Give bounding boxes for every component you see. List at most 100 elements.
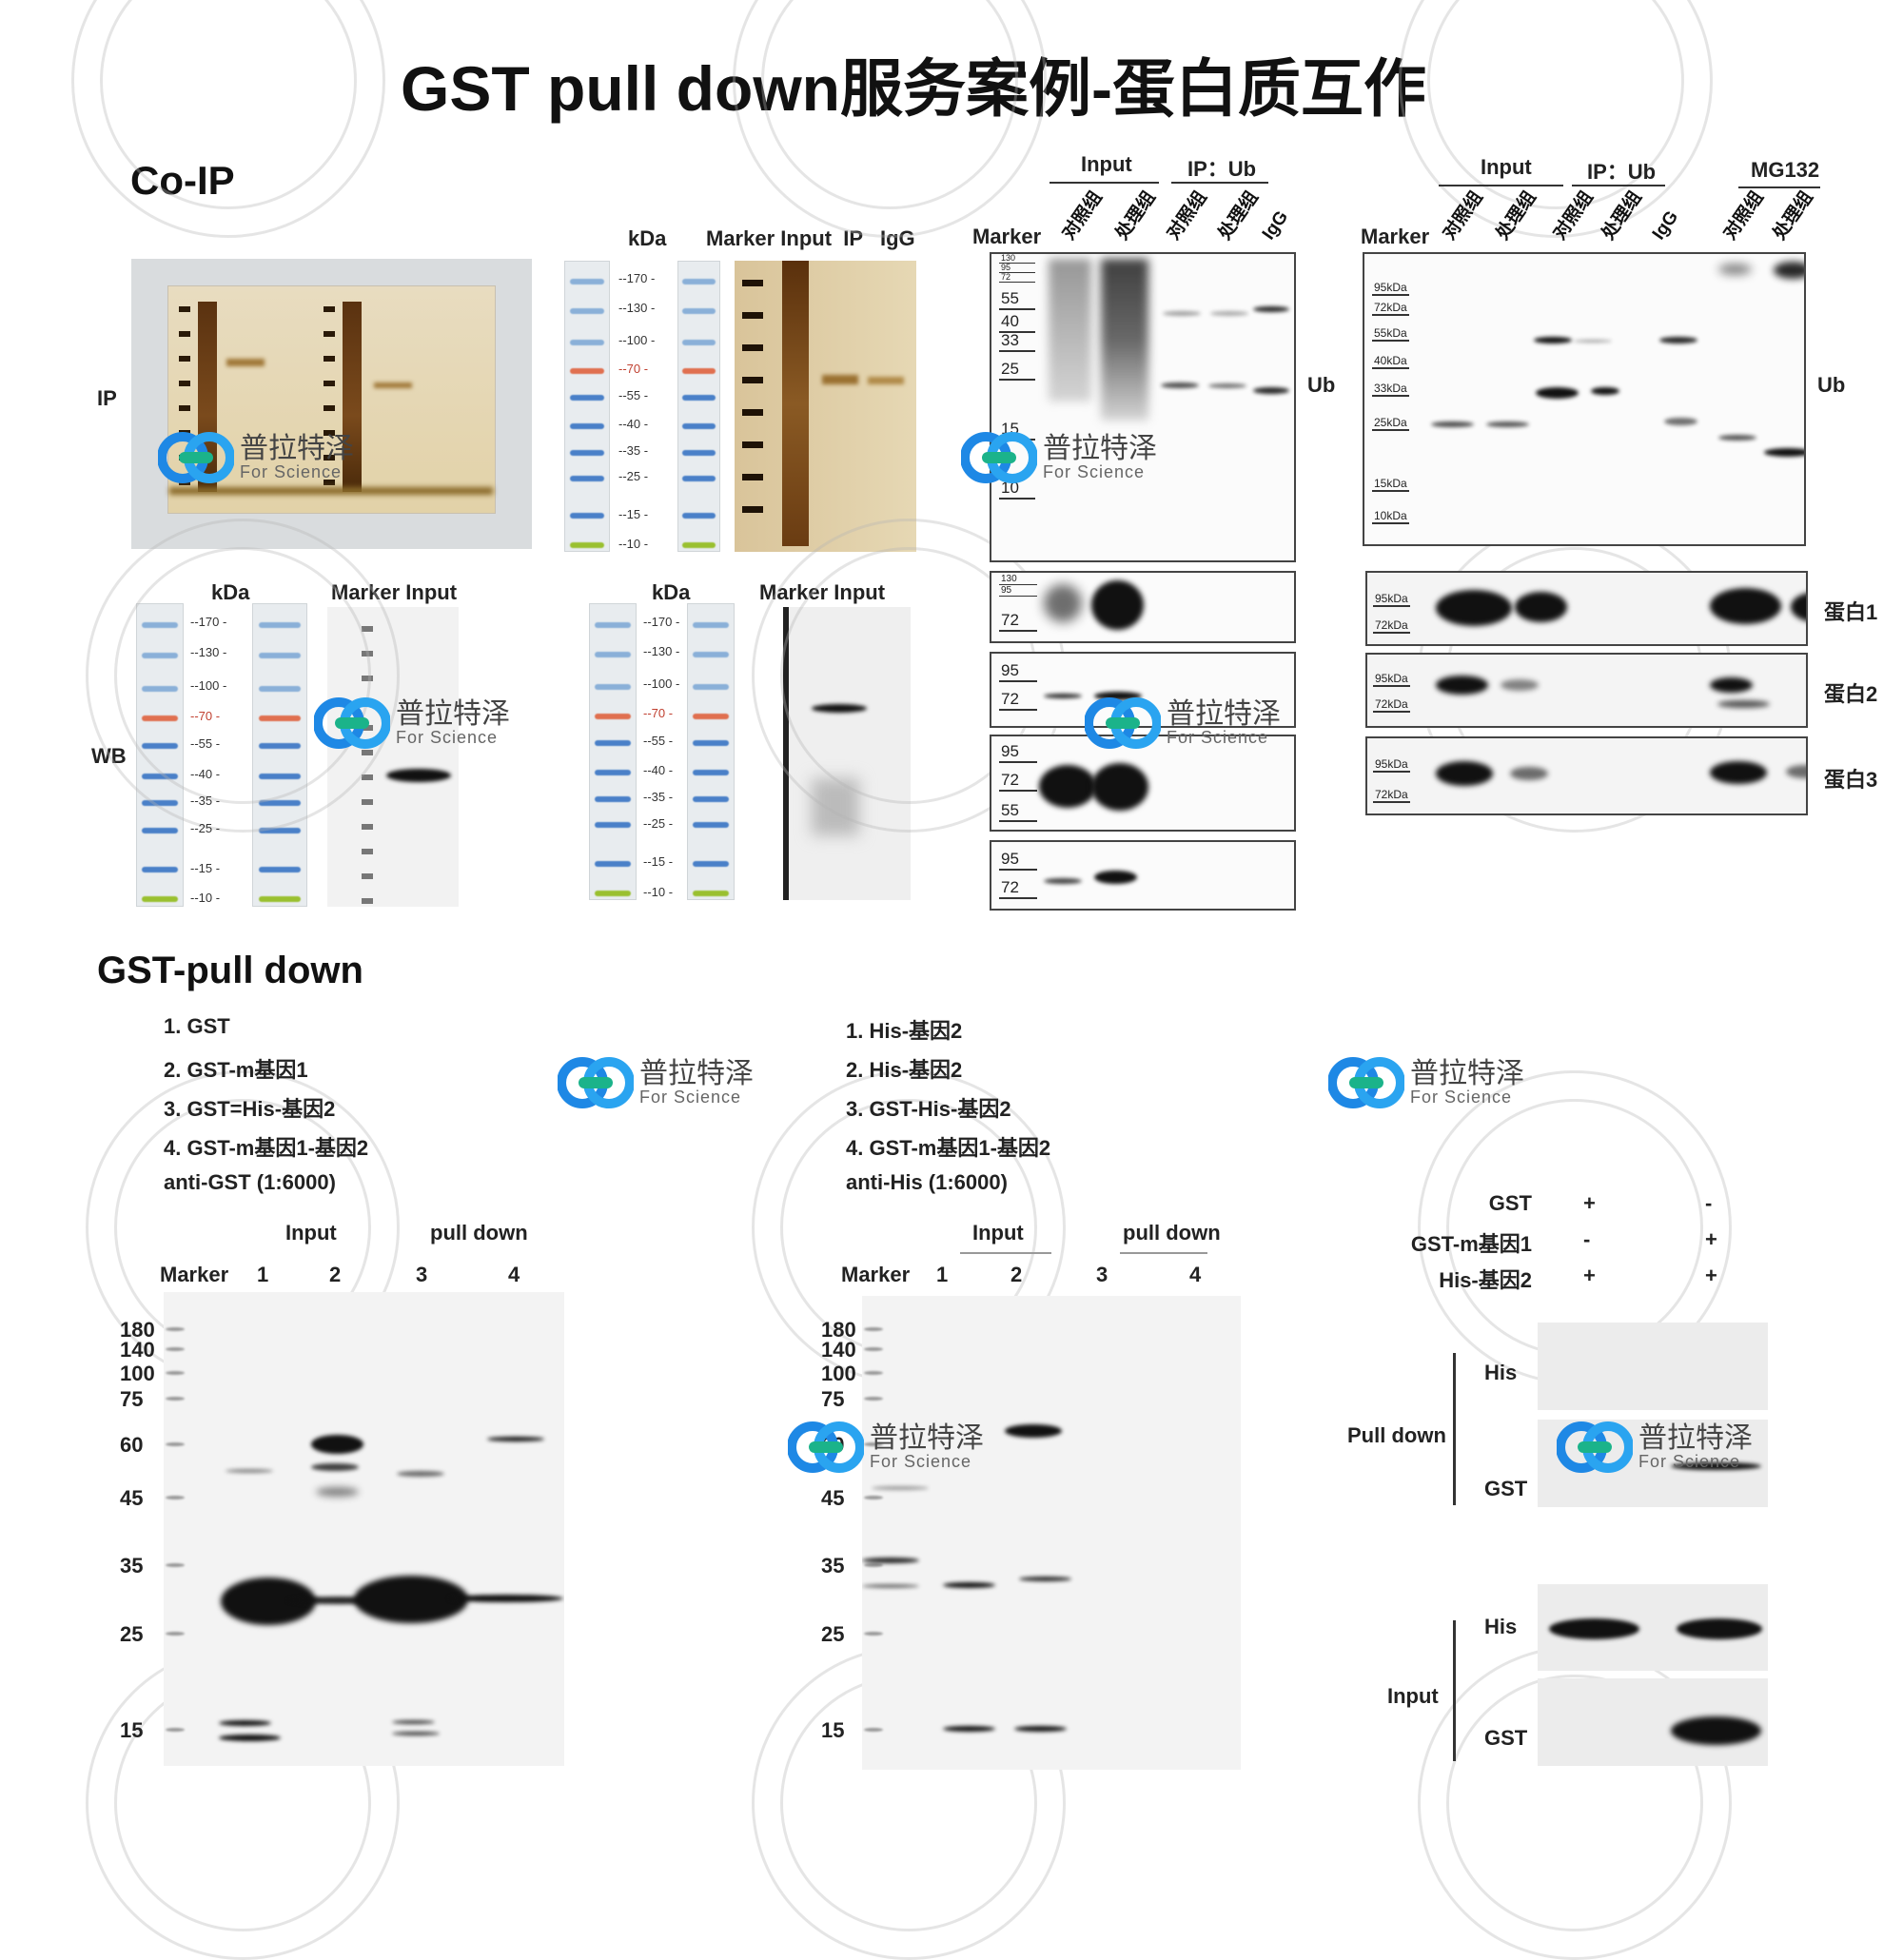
band (392, 1732, 440, 1735)
band (1005, 1424, 1062, 1438)
ladder-band (569, 475, 605, 481)
band (862, 1584, 919, 1588)
group-label-ip-ub: IP：Ub (1187, 157, 1257, 181)
logo-en: For Science (240, 462, 343, 481)
mw-marker: 72 (999, 690, 1037, 711)
mw-marker: 15kDa (1372, 477, 1409, 492)
ub-blot-main: 95kDa 72kDa 55kDa 40kDa 33kDa 25kDa 15kDa 10kDa (1363, 252, 1806, 546)
band (1710, 677, 1753, 693)
mw-marker: 72 (999, 273, 1035, 283)
lane-label: 2 (329, 1263, 342, 1286)
mw-marker: 95 (999, 742, 1037, 763)
ladder-band (141, 652, 179, 658)
group-underline (1120, 1252, 1207, 1254)
ub-blot-main: 130 95 72 55 40 33 25 15 10 (990, 252, 1296, 562)
logo-cn: 普拉特泽 (1043, 433, 1157, 464)
smear (1101, 259, 1148, 421)
lane-label: Marker (160, 1263, 229, 1286)
ladder-band (141, 622, 179, 629)
lane-label: 3 (1096, 1263, 1108, 1286)
bracket-line (1453, 1353, 1456, 1505)
band (354, 1576, 468, 1623)
mw-marker: 95kDa (1372, 281, 1409, 296)
ladder-value: --25 - (618, 469, 649, 484)
protein-label: 蛋白1 (1824, 599, 1878, 624)
legend-item: 4. GST-m基因1-基因2 (164, 1136, 369, 1160)
brand-logo: 普拉特泽 For Science (157, 431, 354, 484)
band (1019, 1577, 1071, 1581)
lane-label: IgG (1648, 207, 1683, 244)
mw-label: 45 (821, 1486, 845, 1510)
condition-value: + (1705, 1264, 1717, 1287)
ladder-value: --55 - (643, 733, 674, 748)
band (943, 1726, 995, 1732)
ladder-value: --170 - (618, 271, 656, 286)
condition-value: + (1583, 1191, 1596, 1215)
group-label-pull-down: pull down (430, 1221, 528, 1245)
ladder-band (594, 739, 632, 746)
logo-text: 普拉特泽 For Science (1167, 698, 1281, 747)
ladder-band (682, 423, 716, 430)
ladder-band (594, 795, 632, 802)
lane-label: 处理组 (1492, 187, 1540, 244)
mw-marker: 95 (999, 661, 1037, 682)
ladder-band (569, 423, 605, 430)
kda-label: kDa (628, 226, 667, 250)
ladder-band (258, 685, 302, 692)
lane-label: 对照组 (1549, 187, 1598, 244)
band (166, 1397, 185, 1401)
ladder-value: --170 - (190, 615, 227, 630)
ladder-band (594, 621, 632, 628)
ladder-band (692, 651, 730, 657)
page-title: GST pull down服务案例-蛋白质互作 (401, 53, 1426, 124)
ladder-band (141, 800, 179, 807)
band (1436, 676, 1488, 695)
band (487, 1437, 544, 1441)
target-label-ub: Ub (1307, 373, 1336, 397)
ub-sub-blot: 95 72 55 (990, 735, 1296, 832)
ladder-value: --70 - (190, 709, 221, 724)
group-label-input: Input (1481, 155, 1532, 179)
ladder-band (258, 652, 302, 658)
mw-marker: 72 (999, 878, 1037, 899)
ladder-value: --15 - (643, 854, 674, 870)
band (1486, 421, 1529, 427)
logo-en: For Science (1638, 1452, 1741, 1471)
lane-label: 处理组 (1769, 187, 1817, 244)
mw-label: 140 (821, 1338, 856, 1362)
band (449, 1595, 563, 1602)
mw-marker: 25 (999, 360, 1035, 381)
ladder-band (594, 890, 632, 896)
western-blot (1538, 1323, 1768, 1410)
condition-value: - (1705, 1191, 1713, 1215)
band (166, 1496, 185, 1499)
ladder-value: --130 - (618, 300, 656, 315)
logo-text: 普拉特泽 For Science (1410, 1060, 1524, 1107)
band (1717, 700, 1770, 708)
ladder-band (692, 683, 730, 690)
mw-marker: 72 (999, 611, 1037, 632)
bracket-line (1453, 1620, 1456, 1761)
band (1091, 763, 1148, 811)
ladder-value: --10 - (643, 884, 674, 899)
band (1094, 871, 1137, 884)
western-blot (862, 1296, 1241, 1770)
mw-label: 75 (120, 1387, 144, 1411)
band (1163, 311, 1201, 316)
pull-down-label: Pull down (1347, 1423, 1446, 1447)
mw-marker: 95kDa (1373, 592, 1410, 607)
logo-cn: 普拉特泽 (1167, 698, 1281, 730)
band (1510, 767, 1548, 780)
condition-value: - (1583, 1227, 1591, 1251)
band (864, 1371, 883, 1375)
band (943, 1582, 995, 1588)
band (1718, 264, 1752, 275)
mw-label: 75 (821, 1387, 845, 1411)
marker-label: Marker (1361, 225, 1430, 248)
mw-label: 100 (120, 1362, 155, 1385)
ladder-value: --170 - (643, 614, 680, 629)
ladder-band (594, 651, 632, 657)
mw-label: 15 (821, 1718, 845, 1742)
ladder-value: --15 - (190, 860, 221, 875)
group-underline (1439, 185, 1563, 186)
